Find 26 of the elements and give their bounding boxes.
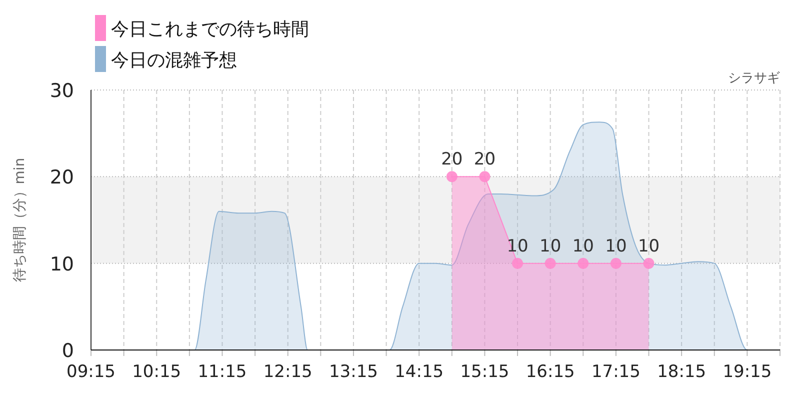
x-tick-label: 15:15 xyxy=(460,362,510,382)
data-label: 10 xyxy=(638,236,660,256)
x-tick-label: 14:15 xyxy=(394,362,444,382)
y-axis-title: 待ち時間（分）min xyxy=(12,158,28,282)
chart-subtitle: シラサギ xyxy=(728,71,780,86)
data-label: 10 xyxy=(540,236,562,256)
y-tick-label: 20 xyxy=(50,166,74,189)
data-label: 10 xyxy=(605,236,627,256)
data-label: 20 xyxy=(441,150,463,170)
x-tick-label: 09:15 xyxy=(66,362,116,382)
x-tick-label: 13:15 xyxy=(328,362,378,382)
data-label: 10 xyxy=(506,236,528,256)
x-tick-label: 19:15 xyxy=(722,362,772,382)
legend-label: 今日これまでの待ち時間 xyxy=(111,19,309,40)
data-label: 10 xyxy=(572,236,594,256)
x-tick-label: 10:15 xyxy=(132,362,182,382)
x-tick-label: 16:15 xyxy=(526,362,575,382)
x-tick-label: 17:15 xyxy=(591,362,640,382)
x-tick-label: 12:15 xyxy=(263,362,312,382)
x-tick-label: 11:15 xyxy=(198,362,247,382)
y-tick-label: 10 xyxy=(50,253,74,276)
y-tick-label: 30 xyxy=(50,80,74,102)
y-tick-label: 0 xyxy=(62,340,74,362)
legend-label: 今日の混雑予想 xyxy=(111,50,237,71)
data-label: 20 xyxy=(474,150,496,170)
x-tick-label: 18:15 xyxy=(657,362,706,382)
